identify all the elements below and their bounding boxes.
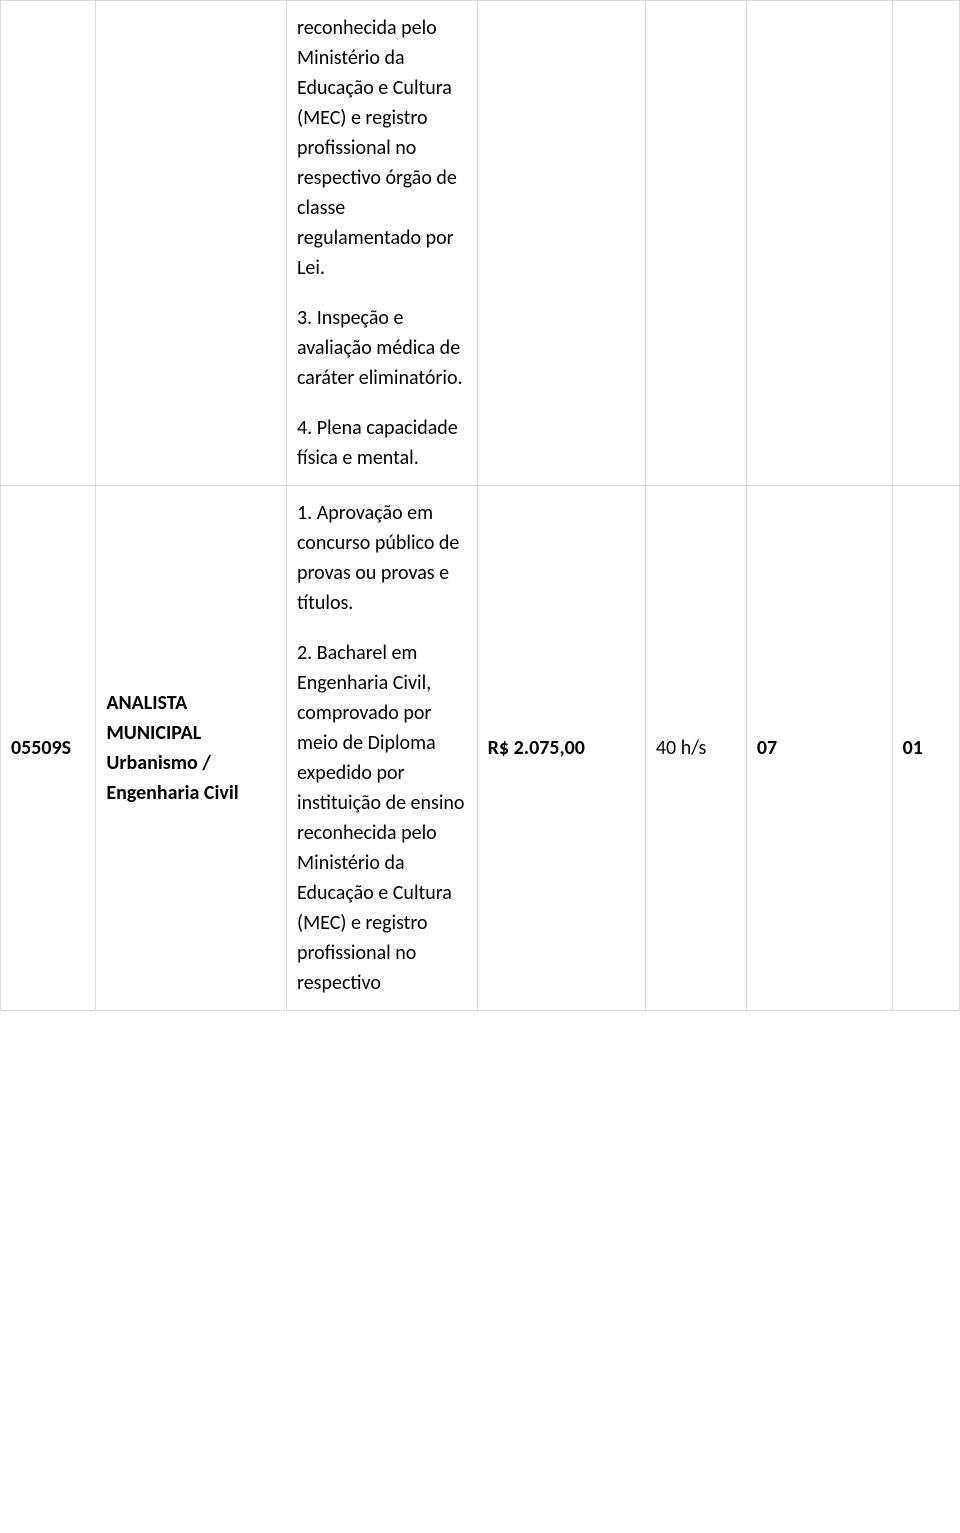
cell-code: 05509S [1,486,96,1011]
desc-paragraph: 2. Bacharel em Engenharia Civil, comprov… [297,638,467,998]
cell-reserved: 01 [892,486,959,1011]
desc-paragraph: 3. Inspeção e avaliação médica de caráte… [297,303,467,393]
table-row: 05509S ANALISTA MUNICIPAL Urbanismo / En… [1,486,960,1011]
cell-vacancies: 07 [746,486,892,1011]
cell-reserved [892,1,959,486]
cell-description: reconhecida pelo Ministério da Educação … [287,1,478,486]
cell-salary [477,1,645,486]
cell-hours: 40 h/s [645,486,746,1011]
cell-code [1,1,96,486]
desc-paragraph: reconhecida pelo Ministério da Educação … [297,13,467,283]
desc-paragraph: 4. Plena capacidade física e mental. [297,413,467,473]
job-requirements-table: reconhecida pelo Ministério da Educação … [0,0,960,1011]
cell-title [96,1,287,486]
cell-title: ANALISTA MUNICIPAL Urbanismo / Engenhari… [96,486,287,1011]
desc-paragraph: 1. Aprovação em concurso público de prov… [297,498,467,618]
cell-description: 1. Aprovação em concurso público de prov… [287,486,478,1011]
cell-salary: R$ 2.075,00 [477,486,645,1011]
cell-hours [645,1,746,486]
table-row: reconhecida pelo Ministério da Educação … [1,1,960,486]
cell-vacancies [746,1,892,486]
